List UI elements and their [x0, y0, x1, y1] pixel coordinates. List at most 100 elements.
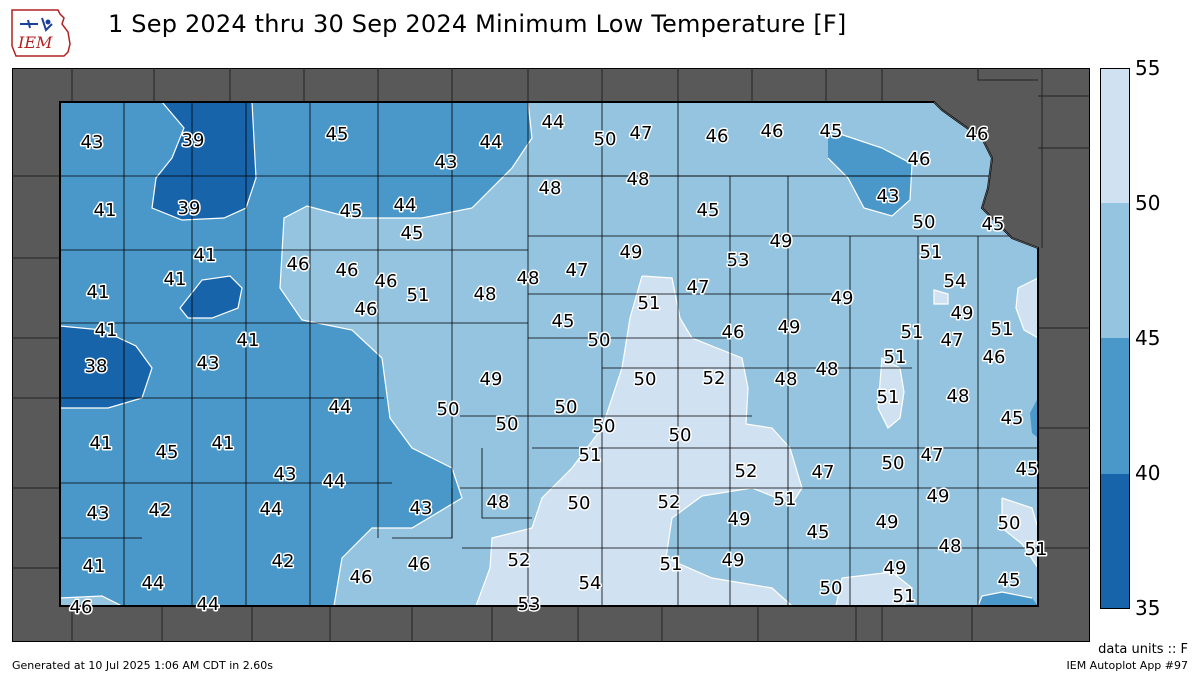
station-value: 41 [212, 433, 235, 454]
station-value: 41 [95, 320, 118, 341]
station-value: 51 [660, 554, 683, 575]
neighbor-county-lines [12, 68, 1090, 642]
colorbar-tick-40: 40 [1135, 461, 1161, 485]
colorbar-tick-50: 50 [1135, 191, 1161, 215]
station-value: 48 [816, 359, 839, 380]
station-value: 41 [83, 556, 106, 577]
station-value: 51 [884, 347, 907, 368]
station-value: 45 [552, 311, 575, 332]
station-value: 48 [939, 536, 962, 557]
station-value: 48 [487, 492, 510, 513]
app-name: IEM Autoplot App #97 [1066, 659, 1189, 672]
station-value: 52 [658, 492, 681, 513]
colorbar-bin-45-50 [1100, 203, 1130, 338]
station-value: 43 [87, 503, 110, 524]
station-value: 49 [831, 288, 854, 309]
station-value: 46 [375, 271, 398, 292]
station-value: 45 [156, 442, 179, 463]
station-value: 48 [539, 178, 562, 199]
station-value: 43 [81, 132, 104, 153]
station-value: 45 [1016, 459, 1039, 480]
station-value: 43 [197, 353, 220, 374]
station-value: 45 [340, 201, 363, 222]
station-value: 45 [697, 200, 720, 221]
station-value: 51 [893, 586, 916, 607]
station-value: 45 [326, 124, 349, 145]
station-value: 49 [722, 550, 745, 571]
iem-logo: IEM [11, 9, 71, 57]
colorbar [1100, 68, 1130, 609]
station-value: 44 [542, 112, 565, 133]
station-value: 45 [998, 570, 1021, 591]
station-value: 50 [913, 212, 936, 233]
bin-50-55-east4 [1002, 498, 1038, 568]
station-value: 51 [774, 489, 797, 510]
station-value: 51 [638, 293, 661, 314]
station-value: 50 [588, 330, 611, 351]
station-value: 41 [194, 245, 217, 266]
station-value: 49 [778, 317, 801, 338]
station-value: 46 [761, 121, 784, 142]
station-value: 43 [274, 464, 297, 485]
station-value: 50 [998, 513, 1021, 534]
station-value: 44 [480, 132, 503, 153]
station-value: 46 [336, 260, 359, 281]
station-value: 45 [982, 214, 1005, 235]
station-value: 41 [87, 282, 110, 303]
station-value: 50 [594, 129, 617, 150]
station-value: 44 [142, 573, 165, 594]
station-value: 49 [728, 509, 751, 530]
county-lines [60, 102, 1038, 606]
station-value: 45 [820, 121, 843, 142]
station-value: 47 [812, 462, 835, 483]
station-value: 44 [197, 594, 220, 615]
station-value: 50 [437, 399, 460, 420]
station-value: 49 [884, 558, 907, 579]
station-value: 42 [149, 500, 172, 521]
station-value: 54 [944, 271, 967, 292]
station-value: 53 [727, 250, 750, 271]
bin-40-45-se [978, 592, 1038, 606]
station-value: 52 [703, 368, 726, 389]
station-value: 51 [1025, 539, 1048, 560]
station-value: 46 [408, 554, 431, 575]
station-value: 46 [722, 322, 745, 343]
station-value: 45 [807, 522, 830, 543]
station-value: 50 [496, 414, 519, 435]
station-value: 48 [775, 369, 798, 390]
units-label: data units :: F [1098, 642, 1188, 657]
station-value: 48 [627, 169, 650, 190]
station-value: 54 [579, 573, 602, 594]
station-value: 48 [947, 386, 970, 407]
station-value: 46 [706, 126, 729, 147]
station-value: 46 [908, 149, 931, 170]
station-value: 50 [593, 416, 616, 437]
generated-timestamp: Generated at 10 Jul 2025 1:06 AM CDT in … [12, 659, 273, 672]
station-value: 42 [272, 551, 295, 572]
map-frame [12, 68, 1090, 642]
bin-35-40-mid [180, 276, 242, 318]
bin-35-40-west [60, 326, 152, 408]
station-value: 41 [164, 269, 187, 290]
station-value: 44 [394, 195, 417, 216]
station-value: 48 [517, 268, 540, 289]
station-value: 47 [687, 277, 710, 298]
station-value: 46 [983, 347, 1006, 368]
station-value: 51 [579, 445, 602, 466]
logo-text: IEM [17, 33, 53, 52]
station-value: 51 [877, 387, 900, 408]
colorbar-tick-35: 35 [1135, 596, 1161, 620]
colorbar-tick-55: 55 [1135, 56, 1161, 80]
station-value: 49 [480, 369, 503, 390]
station-value: 50 [882, 453, 905, 474]
station-value: 53 [518, 594, 541, 615]
bin-50-55-south [836, 572, 912, 606]
station-value: 41 [94, 200, 117, 221]
station-value: 47 [921, 445, 944, 466]
station-value: 51 [920, 242, 943, 263]
station-value: 52 [508, 550, 531, 571]
station-value: 51 [407, 285, 430, 306]
station-value: 50 [568, 493, 591, 514]
bin-50-55-central [476, 276, 802, 606]
station-value: 41 [90, 433, 113, 454]
